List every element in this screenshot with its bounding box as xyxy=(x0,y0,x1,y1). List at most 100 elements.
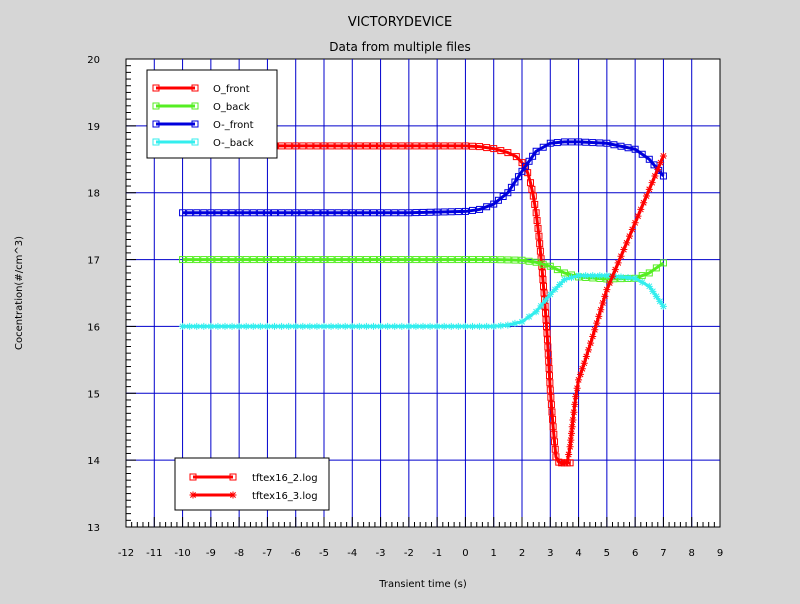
data-point xyxy=(543,322,551,330)
data-point xyxy=(565,450,573,458)
data-point xyxy=(551,285,559,293)
series-layer xyxy=(179,138,667,467)
data-point xyxy=(278,322,286,330)
data-point xyxy=(391,142,399,150)
legend-marker xyxy=(229,473,237,481)
data-point xyxy=(228,322,236,330)
data-point xyxy=(531,200,539,208)
data-point xyxy=(563,458,571,466)
data-point xyxy=(412,256,420,264)
data-point xyxy=(522,162,530,170)
data-point xyxy=(447,142,455,150)
data-point xyxy=(313,142,321,150)
x-tick-label: -4 xyxy=(347,548,357,559)
data-point xyxy=(292,142,300,150)
data-point xyxy=(483,256,491,264)
data-point xyxy=(545,357,553,365)
data-point xyxy=(576,370,584,378)
data-point xyxy=(518,167,526,175)
legend-entry: O_back xyxy=(152,102,250,113)
data-point xyxy=(568,274,575,282)
series-line xyxy=(182,140,665,215)
data-point xyxy=(242,209,250,217)
data-point xyxy=(341,142,349,150)
data-point xyxy=(550,430,558,438)
data-point xyxy=(193,209,201,217)
data-point xyxy=(504,149,512,157)
data-point xyxy=(490,200,498,208)
legend-label: O_back xyxy=(213,102,250,113)
data-point xyxy=(348,209,356,217)
data-point xyxy=(538,269,546,277)
data-point xyxy=(589,272,597,280)
y-tick-label: 19 xyxy=(87,122,100,133)
data-point xyxy=(440,142,448,150)
data-point xyxy=(580,359,588,367)
data-point xyxy=(494,196,502,204)
data-point xyxy=(454,256,462,264)
legend-label: O-_back xyxy=(213,138,254,149)
y-tick-label: 17 xyxy=(87,256,100,267)
data-point xyxy=(609,272,617,280)
data-point xyxy=(179,256,187,264)
data-point xyxy=(285,142,293,150)
data-point xyxy=(544,343,552,351)
data-point xyxy=(362,256,370,264)
data-point xyxy=(603,139,611,147)
data-point xyxy=(454,142,462,150)
data-point xyxy=(556,281,564,289)
data-point xyxy=(377,142,385,150)
data-point xyxy=(221,256,229,264)
data-point xyxy=(542,296,550,304)
data-point xyxy=(529,152,537,160)
data-point xyxy=(645,282,653,290)
data-point xyxy=(546,290,554,298)
data-point xyxy=(539,143,547,151)
data-point xyxy=(497,322,505,330)
x-tick-label: -2 xyxy=(404,548,414,559)
data-point xyxy=(652,264,660,272)
data-point xyxy=(504,189,512,197)
legend-label: tftex16_3.log xyxy=(252,491,318,502)
data-point xyxy=(320,209,328,217)
data-point xyxy=(514,173,522,181)
x-tick-label: -12 xyxy=(118,548,134,559)
data-point xyxy=(657,159,665,167)
data-point xyxy=(614,259,622,267)
data-point xyxy=(242,256,250,264)
data-point xyxy=(595,312,603,320)
data-point xyxy=(412,322,420,330)
data-point xyxy=(545,372,553,380)
data-point xyxy=(631,274,639,282)
data-point xyxy=(454,208,462,216)
data-point xyxy=(547,401,555,409)
data-point xyxy=(512,153,520,161)
x-axis-label: Transient time (s) xyxy=(378,579,467,590)
data-point xyxy=(490,256,498,264)
data-point xyxy=(285,322,293,330)
data-point xyxy=(447,208,455,216)
data-point xyxy=(483,322,491,330)
data-point xyxy=(355,256,363,264)
data-point xyxy=(320,322,328,330)
y-tick-label: 13 xyxy=(87,523,100,534)
data-point xyxy=(278,209,286,217)
legend-marker xyxy=(189,491,197,499)
data-point xyxy=(299,209,307,217)
data-point xyxy=(249,322,257,330)
data-point xyxy=(461,142,469,150)
data-point xyxy=(537,302,545,310)
data-point xyxy=(377,322,385,330)
data-point xyxy=(306,322,314,330)
data-point xyxy=(461,322,469,330)
data-point xyxy=(320,256,328,264)
data-point xyxy=(469,206,476,214)
data-point xyxy=(370,322,377,330)
data-point xyxy=(461,256,469,264)
data-point xyxy=(249,209,257,217)
data-point xyxy=(384,209,392,217)
data-point xyxy=(271,209,278,217)
data-point xyxy=(440,208,448,216)
data-point xyxy=(570,408,578,416)
